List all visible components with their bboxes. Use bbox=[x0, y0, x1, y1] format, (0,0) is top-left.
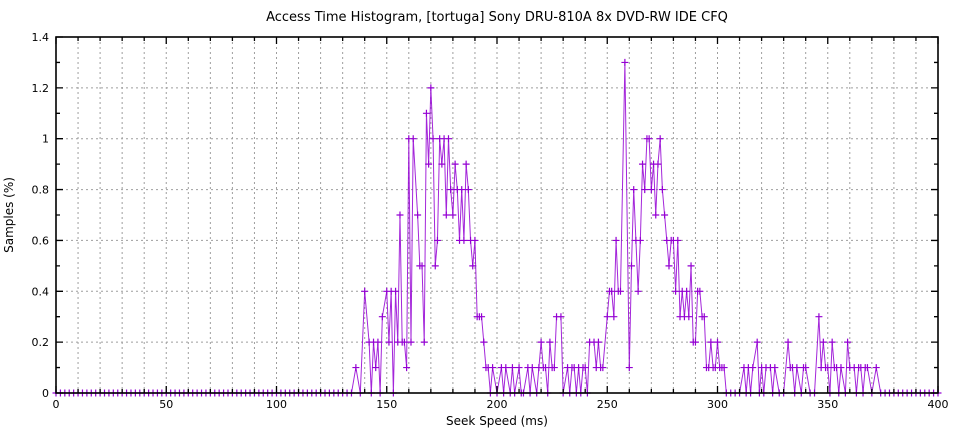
x-tick-label: 250 bbox=[597, 398, 618, 411]
grid-lines bbox=[56, 37, 938, 393]
y-tick-label: 0.8 bbox=[32, 184, 50, 197]
x-tick-label: 200 bbox=[487, 398, 508, 411]
y-tick-label: 0.6 bbox=[32, 234, 50, 247]
y-tick-label: 0.4 bbox=[32, 285, 50, 298]
y-tick-label: 1.4 bbox=[32, 31, 50, 44]
x-tick-label: 400 bbox=[928, 398, 949, 411]
y-axis-label: Samples (%) bbox=[2, 177, 16, 253]
x-tick-label: 50 bbox=[159, 398, 173, 411]
x-tick-label: 100 bbox=[266, 398, 287, 411]
x-tick-label: 150 bbox=[376, 398, 397, 411]
y-tick-label: 1.2 bbox=[32, 82, 50, 95]
y-tick-label: 1 bbox=[42, 133, 49, 146]
plot-frame bbox=[55, 36, 939, 394]
plot-border bbox=[55, 36, 939, 394]
y-tick-label: 0.2 bbox=[32, 336, 50, 349]
x-tick-label: 300 bbox=[707, 398, 728, 411]
y-tick-label: 0 bbox=[42, 387, 49, 400]
x-tick-label: 350 bbox=[817, 398, 838, 411]
tick-labels: 0 50 100 150 200 250 300 350 400 0 0.2 0.4 0.6 0.8 1 1.… bbox=[32, 31, 949, 411]
axis-ticks bbox=[55, 36, 939, 394]
tick-marks bbox=[55, 36, 939, 394]
chart-title: Access Time Histogram, [tortuga] Sony DR… bbox=[266, 10, 728, 25]
x-axis-label: Seek Speed (ms) bbox=[446, 414, 548, 428]
x-tick-label: 0 bbox=[53, 398, 60, 411]
